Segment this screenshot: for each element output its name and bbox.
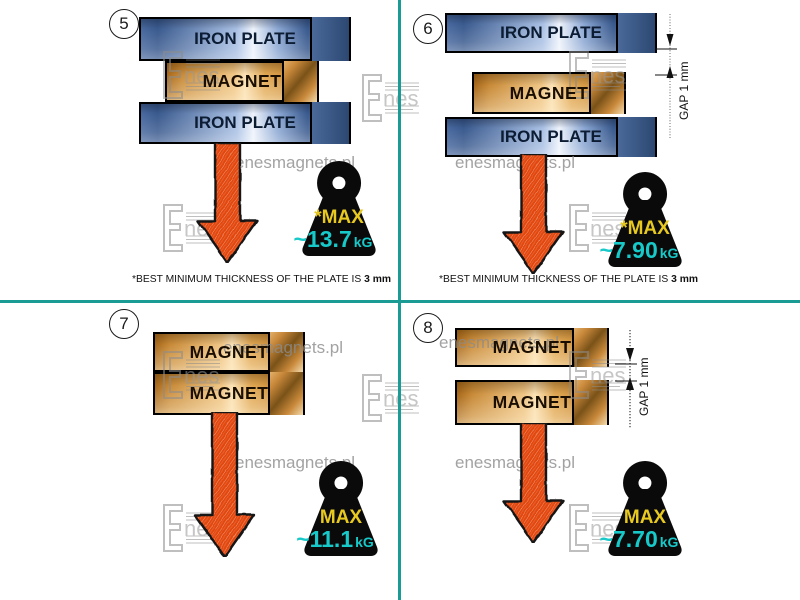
svg-text:MAX: MAX [320, 507, 363, 528]
svg-text:GAP 1 mm: GAP 1 mm [637, 358, 651, 416]
svg-text:*MAX: *MAX [314, 207, 364, 228]
svg-text:MAX: MAX [624, 507, 667, 528]
svg-text:*MAX: *MAX [620, 218, 670, 239]
svg-text:GAP 1 mm: GAP 1 mm [677, 62, 691, 120]
